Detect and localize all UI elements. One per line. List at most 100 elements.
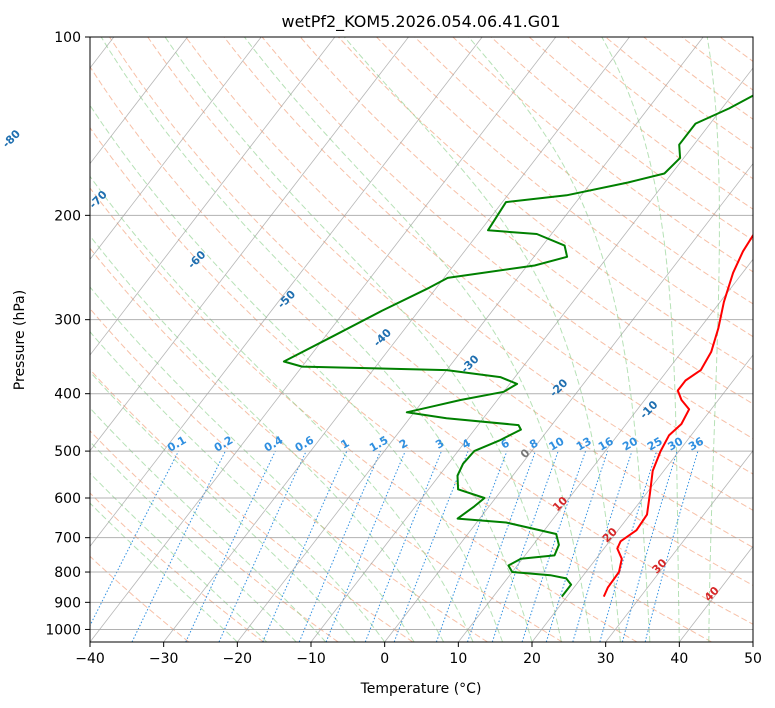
dry-adiabat-line [90, 368, 414, 642]
dry-adiabat-line [299, 37, 753, 405]
dry-adiabat-line [90, 187, 638, 642]
isotherm-line [384, 162, 753, 642]
dry-adiabat-line [719, 37, 753, 63]
temperature-profile [602, 233, 753, 598]
mixing-ratio-line [467, 450, 536, 642]
mixing-ratio-line [218, 450, 307, 642]
isotherm-line [90, 37, 188, 165]
moist-adiabat-line [90, 175, 474, 642]
y-tick-label: 500 [54, 444, 81, 460]
x-tick-label: 40 [670, 651, 688, 667]
dry-adiabat-label: -80 [0, 127, 23, 150]
dry-adiabat-line [681, 37, 753, 91]
dry-adiabat-line [528, 37, 753, 210]
dry-adiabat-line [376, 37, 753, 338]
isotherm-line [90, 37, 336, 356]
dry-adiabat-line [261, 37, 753, 440]
y-tick-label: 900 [54, 595, 81, 611]
mixing-ratio-line [131, 450, 226, 642]
x-axis-label: Temperature (°C) [360, 681, 482, 697]
mixing-ratio-line [364, 450, 442, 642]
mixing-ratio-line [185, 450, 276, 642]
mixing-ratio-label: 6 [499, 436, 512, 451]
dry-adiabat-line [758, 37, 775, 642]
moist-adiabat-line [90, 286, 415, 642]
chart-title: wetPf2_KOM5.2026.054.06.41.G01 [281, 12, 560, 32]
mixing-ratio-label: 4 [460, 436, 473, 451]
x-tick-label: 0 [380, 651, 389, 667]
mixing-ratio-line [621, 450, 678, 642]
x-tick-label: 10 [449, 651, 467, 667]
isotherm-line [90, 37, 483, 547]
grid [90, 37, 753, 642]
series-group [282, 94, 753, 598]
isotherm-label: 20 [600, 525, 620, 545]
x-tick-label: −10 [296, 651, 326, 667]
moist-adiabat-line [706, 37, 720, 642]
isotherm-line [163, 37, 630, 642]
moist-adiabat-line [601, 37, 680, 642]
isotherm-line [679, 545, 753, 642]
mixing-ratio-line [298, 450, 381, 642]
isotherm-line [90, 37, 262, 260]
mixing-ratio-line [599, 450, 658, 642]
mixing-ratio-line [435, 450, 508, 642]
dry-adiabat-line [90, 247, 563, 642]
moist-adiabat-line [90, 472, 268, 642]
mixing-ratio-line [644, 450, 699, 642]
dry-adiabat-line [90, 492, 264, 642]
isotherm-line [310, 67, 753, 642]
y-axis-label: Pressure (hPa) [12, 290, 28, 390]
moist-adiabat-line [90, 407, 327, 642]
plot-frame [89, 36, 754, 643]
y-tick-label: 200 [54, 208, 81, 224]
isotherm-line [90, 37, 557, 642]
y-tick-label: 1000 [45, 622, 81, 638]
moist-adiabat-line [468, 37, 651, 642]
dry-adiabat-line [185, 37, 753, 511]
x-tick-label: −40 [75, 651, 105, 667]
mixing-ratio-line [491, 450, 559, 642]
mixing-ratio-line [521, 450, 587, 642]
dry-adiabat-line [90, 126, 712, 642]
y-tick-label: 600 [54, 491, 81, 507]
mixing-ratio-label: 3 [433, 437, 446, 452]
isotherm-label: 0 [518, 446, 533, 461]
dry-adiabat-line [90, 555, 190, 642]
moist-adiabat-line [100, 37, 533, 642]
mixing-ratio-label: 8 [527, 437, 540, 452]
dewpoint-profile [282, 94, 753, 598]
line-labels: 0.10.20.40.611.52346810131620253036-100-… [0, 127, 722, 604]
moist-adiabat-line [90, 235, 445, 642]
dry-adiabat-line [90, 430, 339, 642]
y-tick-label: 800 [54, 565, 81, 581]
mixing-ratio-line [325, 450, 406, 642]
dry-adiabat-line [567, 37, 753, 180]
isotherm-line [237, 37, 704, 642]
y-tick-label: 100 [54, 30, 81, 46]
isotherm-line [605, 450, 753, 642]
moist-adiabat-line [90, 104, 503, 642]
mixing-ratio-line [262, 450, 348, 642]
dry-adiabat-label: -10 [637, 398, 660, 421]
dry-adiabat-line [90, 65, 753, 625]
isotherm-label: 40 [702, 584, 722, 604]
isotherm-line [531, 354, 753, 642]
x-tick-label: 50 [744, 651, 762, 667]
isotherm-line [90, 37, 409, 452]
isotherm-label: 30 [650, 556, 670, 576]
moist-adiabat-line [90, 502, 238, 642]
dry-adiabat-line [90, 307, 488, 642]
moist-adiabat-line [343, 37, 621, 642]
mixing-ratio-label: 2 [397, 437, 410, 452]
dry-adiabat-line [643, 37, 753, 120]
moist-adiabat-line [244, 37, 592, 642]
isotherm-label: 10 [550, 494, 570, 514]
mixing-ratio-line [90, 450, 179, 627]
dry-adiabat-label: -20 [547, 376, 570, 399]
y-tick-label: 400 [54, 387, 81, 403]
mixing-ratio-line [572, 450, 633, 642]
y-tick-label: 700 [54, 531, 81, 547]
dry-adiabat-label: -40 [371, 326, 394, 349]
